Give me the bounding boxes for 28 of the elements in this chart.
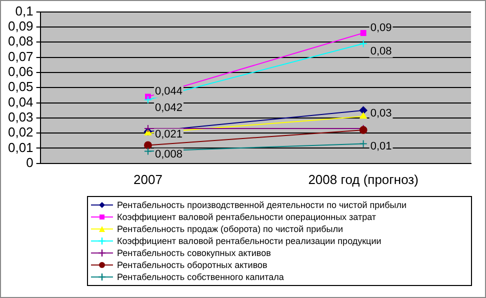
y-tick-label: 0,07 <box>8 48 34 64</box>
legend-label: Рентабельность производственной деятельности по чистой прибыли <box>117 199 407 211</box>
x-tick-label: 2007 <box>134 172 162 187</box>
data-label: 0,008 <box>154 148 183 160</box>
y-tick-label: 0,01 <box>8 140 34 155</box>
data-label: 0,08 <box>370 46 392 58</box>
y-tick-label: 0,04 <box>8 94 34 110</box>
y-tick-label: 0,09 <box>8 18 34 34</box>
data-label: 0,042 <box>154 102 183 114</box>
y-tick-label: 0,05 <box>8 79 34 94</box>
legend-label: Коэффициент валовой рентабельности операционных затрат <box>117 211 376 223</box>
y-tick-label: 0 <box>26 154 34 170</box>
y-tick-label: 0,02 <box>8 124 34 140</box>
legend-label: Рентабельность оборотных активов <box>117 259 268 271</box>
legend-label: Рентабельность собственного капитала <box>117 271 284 283</box>
data-label: 0,021 <box>154 128 183 141</box>
data-label: 0,044 <box>154 86 183 98</box>
y-tick-label: 0,06 <box>8 64 34 80</box>
data-label: 0,03 <box>370 107 392 120</box>
data-label: 0,09 <box>370 22 392 34</box>
y-tick-label: 0,03 <box>8 110 34 124</box>
legend-label: Рентабельность продаж (оборота) по чистой прибыли <box>117 223 344 235</box>
data-label: 0,01 <box>370 140 392 153</box>
y-tick-label: 0,1 <box>15 3 34 18</box>
legend-label: Коэффициент валовой рентабельности реализации продукции <box>117 235 382 247</box>
x-tick-label: 2008 год (прогноз) <box>308 172 418 187</box>
legend-label: Рентабельность совокупных активов <box>117 247 271 259</box>
y-tick-label: 0,08 <box>8 34 34 49</box>
